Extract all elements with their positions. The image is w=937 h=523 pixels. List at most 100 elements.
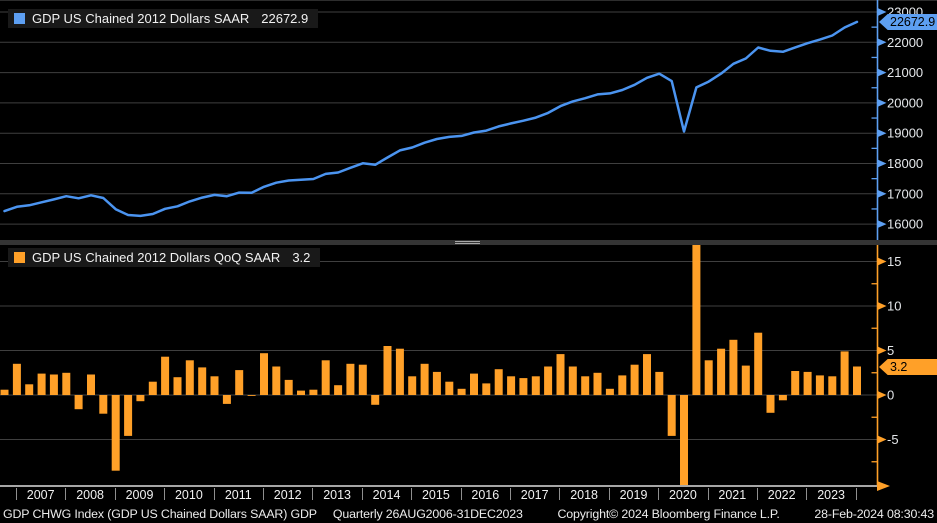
qoq-bar xyxy=(581,376,590,395)
year-label: 2010 xyxy=(174,488,203,502)
qoq-bar xyxy=(432,371,441,395)
axis-tick-label: 5 xyxy=(887,343,894,358)
panel-splitter xyxy=(0,240,937,245)
qoq-bar xyxy=(494,369,503,395)
axis-tick-arrow-icon xyxy=(877,129,887,138)
gdp-line-legend-value: 22672.9 xyxy=(261,11,309,26)
qoq-bar xyxy=(692,245,701,396)
qoq-bar xyxy=(791,371,800,395)
year-label: 2009 xyxy=(125,488,154,502)
qoq-bar xyxy=(37,373,46,395)
year-separator xyxy=(361,488,363,500)
qoq-bar xyxy=(62,372,71,396)
year-separator xyxy=(460,488,462,500)
qoq-bar xyxy=(12,363,21,395)
year-separator xyxy=(16,488,17,500)
qoq-bar xyxy=(630,364,639,395)
year-label: 2022 xyxy=(767,488,796,502)
year-label: 2021 xyxy=(718,488,747,502)
qoq-bar xyxy=(284,379,293,395)
qoq-bar xyxy=(297,390,305,395)
qoq-bar xyxy=(729,339,738,395)
axis-tick-label: 19000 xyxy=(887,126,923,141)
year-separator xyxy=(114,488,116,500)
year-separator xyxy=(757,488,758,500)
qoq-bar xyxy=(766,395,775,413)
year-label: 2018 xyxy=(570,488,598,502)
qoq-bar xyxy=(260,353,268,395)
qoq-bar xyxy=(420,363,429,395)
last-price-badge-line: 22672.9 xyxy=(879,14,937,30)
qoq-bar xyxy=(840,351,849,395)
year-label: 2019 xyxy=(619,488,648,502)
year-label: 2013 xyxy=(323,488,351,502)
axis-tick-label: -5 xyxy=(887,432,899,447)
year-label: 2012 xyxy=(273,488,302,502)
qoq-bar xyxy=(136,395,145,402)
qoq-bar xyxy=(408,376,417,395)
year-separator xyxy=(559,488,561,500)
axis-tick-arrow-icon xyxy=(877,38,887,47)
splitter-drag-handle[interactable] xyxy=(455,240,480,245)
gdp-qoq-panel: 15 10 5 0 -5 GDP US Chained 2012 Dollars QoQ… xyxy=(0,245,937,486)
qoq-bar xyxy=(519,378,528,395)
axis-tick-arrow-icon xyxy=(877,219,887,229)
year-label: 2017 xyxy=(520,488,549,502)
gdp-line-legend[interactable]: GDP US Chained 2012 Dollars SAAR 22672.9 xyxy=(8,9,319,28)
qoq-bar xyxy=(680,395,688,486)
year-separator xyxy=(855,488,857,500)
security-description: GDP CHWG Index (GDP US Chained Dollars S… xyxy=(3,507,317,521)
qoq-bar xyxy=(99,395,108,414)
qoq-bar xyxy=(457,388,466,395)
qoq-bar xyxy=(74,395,83,410)
qoq-bar xyxy=(667,395,676,436)
gdp-line-legend-label: GDP US Chained 2012 Dollars SAAR xyxy=(32,11,250,26)
qoq-bar xyxy=(222,395,231,404)
last-price-badge-bar: 3.2 xyxy=(879,359,937,375)
year-separator xyxy=(65,488,67,500)
axis-tick-label: 21000 xyxy=(887,65,923,80)
qoq-bar xyxy=(346,363,355,395)
gdp-bar-legend[interactable]: GDP US Chained 2012 Dollars QoQ SAAR 3.2 xyxy=(8,248,321,267)
year-label: 2016 xyxy=(471,488,500,502)
qoq-bar xyxy=(334,385,343,395)
axis-tick-arrow-icon xyxy=(877,435,887,444)
qoq-bar xyxy=(741,365,750,395)
qoq-bar xyxy=(371,395,380,405)
qoq-bar xyxy=(25,384,34,395)
year-separator xyxy=(806,488,808,500)
qoq-bar xyxy=(383,346,392,395)
year-label: 2014 xyxy=(372,488,401,502)
time-axis: 2007 2008 2009 2010 2011 2012 2013 2014 2015 2016… xyxy=(0,481,937,505)
qoq-bar xyxy=(358,364,367,395)
window-top-border xyxy=(0,0,937,1)
qoq-bar xyxy=(618,375,627,395)
qoq-bar xyxy=(568,366,577,395)
qoq-bar xyxy=(717,348,726,395)
qoq-bar xyxy=(445,381,454,395)
qoq-bar xyxy=(321,360,330,395)
axis-tick-label: 20000 xyxy=(887,95,923,110)
qoq-bar xyxy=(482,383,491,395)
qoq-bar xyxy=(828,376,837,395)
qoq-bar xyxy=(605,388,614,395)
qoq-bar xyxy=(309,389,318,395)
qoq-bar xyxy=(643,354,651,395)
qoq-bar xyxy=(395,348,404,395)
copyright-text: Copyright© 2024 Bloomberg Finance L.P. xyxy=(557,507,780,521)
axis-tick-label: 22000 xyxy=(887,35,923,50)
axis-tick-arrow-icon xyxy=(877,346,887,355)
qoq-bar xyxy=(0,389,9,395)
gdp-level-panel: 23000 22000 21000 20000 19000 18000 17000 16000… xyxy=(0,0,937,240)
qoq-bar xyxy=(161,356,170,395)
year-separator xyxy=(658,488,660,500)
qoq-bar xyxy=(556,354,565,395)
axis-tick-arrow-icon xyxy=(877,257,887,266)
year-separator xyxy=(263,488,264,500)
axis-tick-arrow-icon xyxy=(877,98,887,108)
axis-tick-label: 18000 xyxy=(887,156,923,171)
qoq-bar xyxy=(173,377,182,395)
qoq-bar xyxy=(49,374,58,395)
axis-tick-label: 17000 xyxy=(887,186,923,201)
